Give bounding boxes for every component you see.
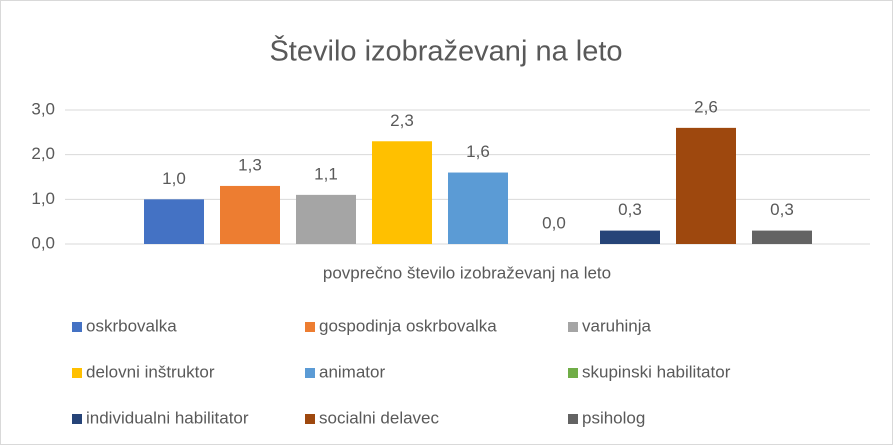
legend-label: psiholog [582, 408, 645, 427]
legend-label: oskrbovalka [86, 316, 177, 335]
bar [220, 185, 280, 244]
y-tick-label: 2,0 [31, 144, 55, 163]
legend-swatch [568, 322, 578, 332]
data-label: 2,3 [390, 111, 414, 130]
y-tick-label: 0,0 [31, 233, 55, 252]
bar [372, 141, 432, 244]
legend-swatch [72, 322, 82, 332]
chart-title: Število izobraževanj na leto [269, 34, 622, 68]
bar [600, 230, 660, 244]
data-label: 1,1 [314, 164, 338, 183]
data-label: 1,3 [238, 155, 262, 174]
legend-label: gospodinja oskrbovalka [319, 316, 497, 335]
y-tick-label: 1,0 [31, 189, 55, 208]
bar [676, 127, 736, 244]
legend-label: varuhinja [582, 316, 652, 335]
data-label: 0,0 [542, 213, 566, 232]
legend-swatch [568, 368, 578, 378]
bar [448, 172, 508, 244]
data-label: 0,3 [618, 200, 642, 219]
legend-label: individualni habilitator [86, 408, 249, 427]
legend-swatch [305, 368, 315, 378]
legend-swatch [72, 368, 82, 378]
legend-swatch [305, 322, 315, 332]
legend-label: delovni inštruktor [86, 362, 215, 381]
y-tick-label: 3,0 [31, 99, 55, 118]
legend-swatch [305, 414, 315, 424]
bar [752, 230, 812, 244]
legend-swatch [568, 414, 578, 424]
legend-label: skupinski habilitator [582, 362, 731, 381]
data-label: 0,3 [770, 200, 794, 219]
legend-label: animator [319, 362, 385, 381]
legend-swatch [72, 414, 82, 424]
data-label: 1,0 [162, 169, 186, 188]
bar [296, 194, 356, 244]
legend-label: socialni delavec [319, 408, 440, 427]
data-label: 1,6 [466, 142, 490, 161]
data-label: 2,6 [694, 97, 718, 116]
x-tick-label: povprečno število izobraževanj na leto [323, 263, 611, 282]
bar [144, 199, 204, 244]
